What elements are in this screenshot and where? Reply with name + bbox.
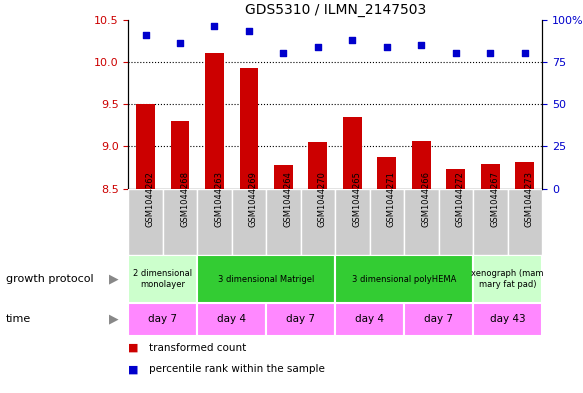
Bar [163,189,197,255]
Bar [128,189,163,255]
Bar [439,189,473,255]
Text: growth protocol: growth protocol [6,274,93,284]
Bar [266,189,301,255]
Text: GSM1044268: GSM1044268 [180,171,189,227]
Point [313,44,322,50]
Point [348,37,357,43]
Text: GSM1044263: GSM1044263 [215,171,223,227]
Bar [473,255,542,303]
Text: day 7: day 7 [286,314,315,324]
Text: day 7: day 7 [148,314,177,324]
Bar [473,189,508,255]
Bar [335,189,370,255]
Text: GSM1044266: GSM1044266 [422,171,430,227]
Point [141,32,150,38]
Bar [473,303,542,336]
Text: GSM1044264: GSM1044264 [283,171,293,227]
Bar [370,189,404,255]
Bar [404,189,439,255]
Text: GSM1044272: GSM1044272 [456,171,465,227]
Bar [170,121,189,189]
Bar [274,165,293,189]
Bar [197,189,232,255]
Bar [197,255,335,303]
Bar [335,255,473,303]
Point [486,50,495,57]
Text: day 4: day 4 [355,314,384,324]
Bar [197,303,266,336]
Point [451,50,461,57]
Point [210,23,219,29]
Title: GDS5310 / ILMN_2147503: GDS5310 / ILMN_2147503 [245,3,426,17]
Text: 3 dimensional Matrigel: 3 dimensional Matrigel [218,275,314,283]
Text: ■: ■ [128,343,139,353]
Text: day 7: day 7 [424,314,453,324]
Bar [377,156,396,189]
Bar [335,303,404,336]
Point [382,44,392,50]
Bar [447,169,465,189]
Text: xenograph (mam
mary fat pad): xenograph (mam mary fat pad) [472,269,544,289]
Bar [404,303,473,336]
Text: GSM1044269: GSM1044269 [249,171,258,227]
Text: day 43: day 43 [490,314,525,324]
Text: GSM1044267: GSM1044267 [490,171,500,227]
Point [244,28,254,35]
Point [279,50,288,57]
Bar [136,104,155,189]
Text: transformed count: transformed count [149,343,246,353]
Bar [481,164,500,189]
Bar [266,303,335,336]
Bar [412,141,431,189]
Text: percentile rank within the sample: percentile rank within the sample [149,364,325,375]
Text: day 4: day 4 [217,314,246,324]
Bar [515,162,535,189]
Bar [508,189,542,255]
Text: 2 dimensional
monolayer: 2 dimensional monolayer [133,269,192,289]
Text: 3 dimensional polyHEMA: 3 dimensional polyHEMA [352,275,456,283]
Bar [128,303,197,336]
Bar [240,68,258,189]
Bar [343,117,362,189]
Bar [205,53,224,189]
Point [175,40,185,46]
Bar [128,255,197,303]
Text: GSM1044271: GSM1044271 [387,171,396,227]
Text: GSM1044270: GSM1044270 [318,171,327,227]
Text: GSM1044273: GSM1044273 [525,171,534,227]
Text: ▶: ▶ [109,272,118,286]
Bar [301,189,335,255]
Text: ▶: ▶ [109,313,118,326]
Bar [232,189,266,255]
Bar [308,142,328,189]
Point [417,42,426,48]
Text: GSM1044265: GSM1044265 [353,171,361,227]
Text: GSM1044262: GSM1044262 [146,171,154,227]
Text: ■: ■ [128,364,139,375]
Point [520,50,529,57]
Text: time: time [6,314,31,324]
